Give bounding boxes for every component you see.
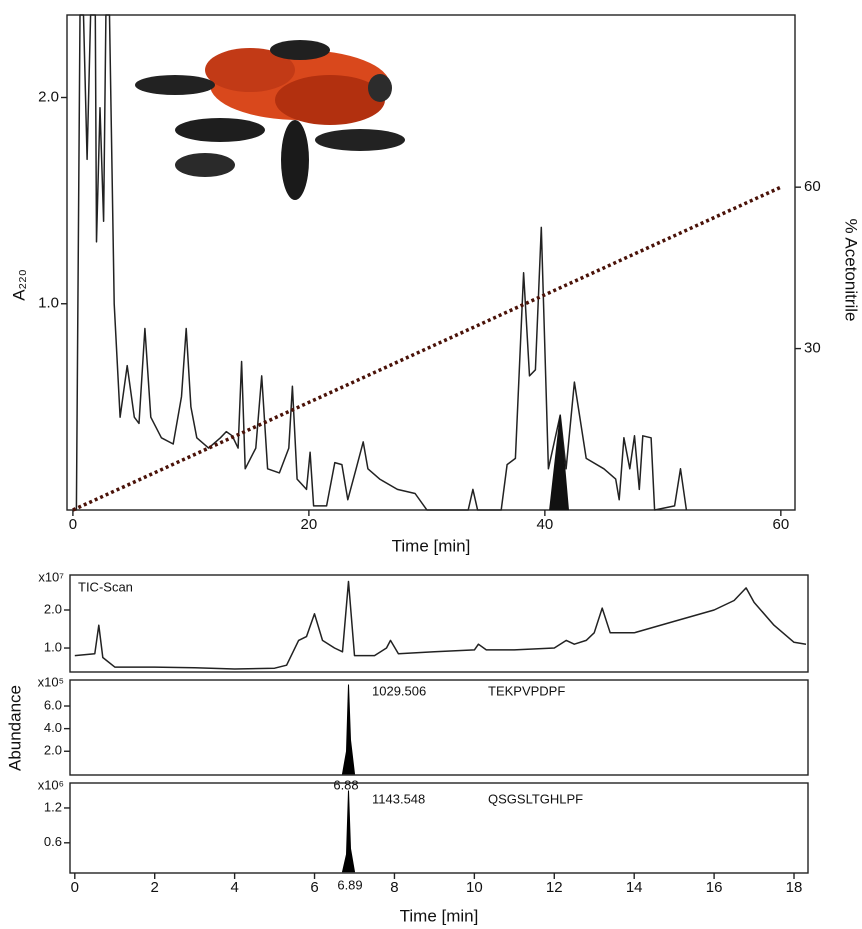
x-tick-label: 14 bbox=[626, 879, 643, 896]
plot-frame bbox=[69, 574, 809, 673]
y-tick-label: 2.0 bbox=[44, 601, 62, 616]
y-axis-label: A₂₂₀ bbox=[9, 269, 28, 301]
y2-tick-label: 60 bbox=[804, 178, 821, 195]
y-tick-label: 1.2 bbox=[44, 799, 62, 814]
x-tick-label: 4 bbox=[230, 879, 238, 896]
plot-frame bbox=[69, 679, 809, 776]
y-tick-label: 6.0 bbox=[44, 697, 62, 712]
annotation: TEKPVPDPF bbox=[488, 683, 565, 698]
x-axis-label: Time [min] bbox=[392, 536, 471, 555]
annotation: 6.88 bbox=[333, 777, 358, 792]
plot-frame bbox=[69, 782, 809, 874]
y-tick-label: 2.0 bbox=[44, 743, 62, 758]
annotation: 6.89 bbox=[337, 877, 362, 892]
x-tick-label: 6 bbox=[310, 879, 318, 896]
x-tick-label: 20 bbox=[301, 516, 318, 533]
x-axis-label: Time [min] bbox=[400, 906, 479, 925]
trace-line bbox=[74, 580, 807, 670]
x-tick-label: 0 bbox=[71, 879, 79, 896]
x-tick-label: 18 bbox=[786, 879, 803, 896]
scale-label: x10⁷ bbox=[38, 569, 64, 584]
annotation: 1143.548 bbox=[372, 791, 425, 806]
x-tick-label: 16 bbox=[706, 879, 723, 896]
filled-peak bbox=[341, 684, 356, 775]
panel-title: TIC-Scan bbox=[78, 579, 133, 594]
trace-line bbox=[72, 185, 782, 512]
x-tick-label: 10 bbox=[466, 879, 483, 896]
trace-line bbox=[72, 14, 688, 511]
x-tick-label: 40 bbox=[537, 516, 554, 533]
y-axis-label: Abundance bbox=[5, 685, 24, 771]
y-tick-label: 2.0 bbox=[38, 88, 59, 105]
y-tick-label: 4.0 bbox=[44, 720, 62, 735]
x-tick-label: 60 bbox=[772, 516, 789, 533]
filled-peak bbox=[549, 415, 570, 511]
y-tick-label: 1.0 bbox=[44, 639, 62, 654]
y2-axis-label: % Acetonitrile bbox=[842, 219, 861, 322]
x-tick-label: 0 bbox=[69, 516, 77, 533]
y-tick-label: 1.0 bbox=[38, 295, 59, 312]
scale-label: x10⁶ bbox=[38, 777, 64, 792]
annotation: QSGSLTGHLPF bbox=[488, 791, 583, 806]
x-tick-label: 12 bbox=[546, 879, 563, 896]
y2-tick-label: 30 bbox=[804, 340, 821, 357]
scale-label: x10⁵ bbox=[38, 674, 64, 689]
x-tick-label: 8 bbox=[390, 879, 398, 896]
y-tick-label: 0.6 bbox=[44, 834, 62, 849]
filled-peak bbox=[341, 790, 356, 873]
annotation: 1029.506 bbox=[372, 683, 426, 698]
x-tick-label: 2 bbox=[151, 879, 159, 896]
ant-photo bbox=[135, 40, 405, 200]
